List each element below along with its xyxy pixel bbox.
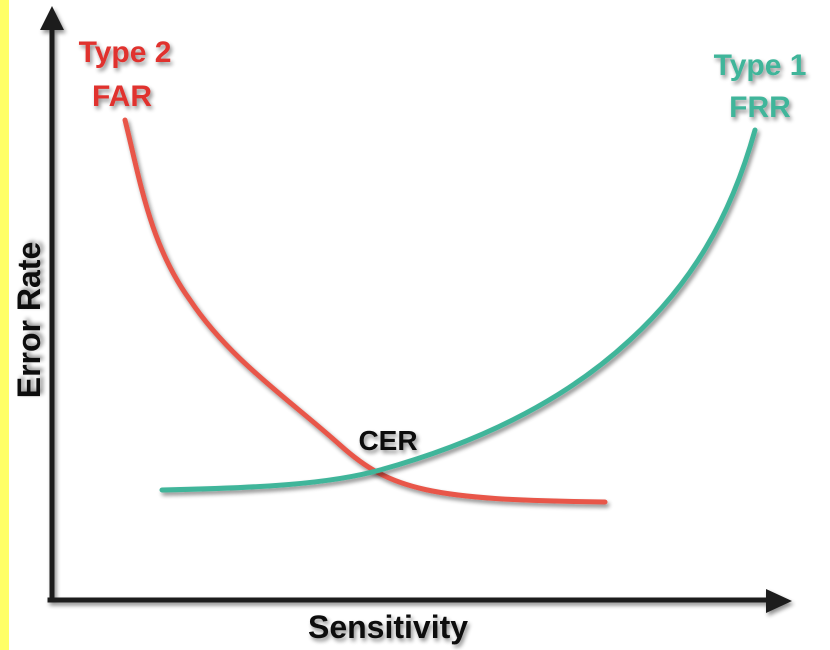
y-axis-arrowhead bbox=[40, 6, 64, 30]
frr-curve bbox=[159, 127, 758, 493]
axes bbox=[40, 6, 792, 613]
frr-type-label: Type 1 bbox=[714, 49, 807, 82]
far-type-label: Type 2 bbox=[79, 36, 172, 69]
far-acronym-label: FAR bbox=[92, 80, 152, 113]
frr-acronym-label: FRR bbox=[729, 91, 791, 124]
x-axis-label: Sensitivity bbox=[308, 609, 468, 645]
x-axis-arrowhead bbox=[766, 589, 792, 613]
cer-label: CER bbox=[358, 425, 417, 456]
far-curve bbox=[122, 117, 608, 505]
left-highlight-strip bbox=[0, 0, 9, 650]
y-axis-label: Error Rate bbox=[11, 242, 47, 399]
